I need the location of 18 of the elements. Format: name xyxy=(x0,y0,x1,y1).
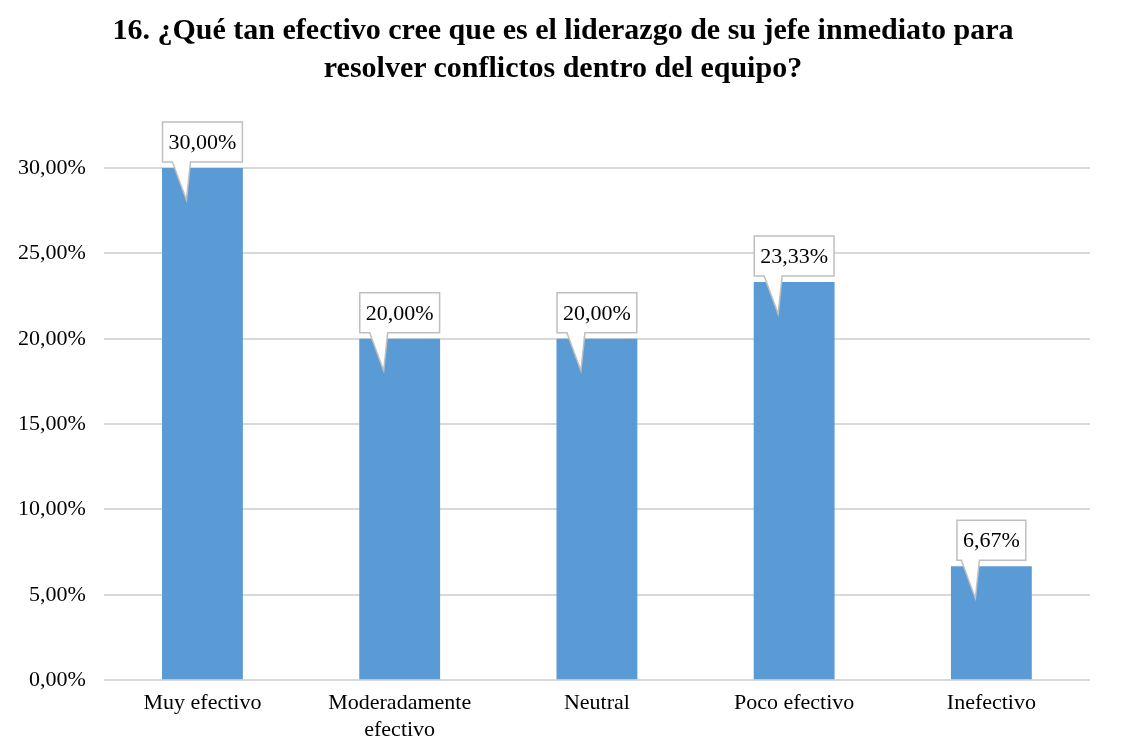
data-label: 23,33% xyxy=(760,242,829,268)
x-tick-label: Inefectivo xyxy=(946,689,1036,715)
y-tick-label: 0,00% xyxy=(29,665,86,691)
y-tick-label: 10,00% xyxy=(18,495,86,521)
chart-title: 16. ¿Qué tan efectivo cree que es el liderazgo de su jefe inmediato para resolver conflictos dentro del equipo? xyxy=(111,11,1015,85)
x-tick-label: Neutral xyxy=(563,689,630,715)
y-tick-label: 20,00% xyxy=(18,324,86,350)
x-tick-label: Muy efectivo xyxy=(143,689,262,715)
data-label: 20,00% xyxy=(563,299,631,325)
data-label: 20,00% xyxy=(365,299,434,325)
y-tick-label: 30,00% xyxy=(18,153,86,179)
x-tick-label: Moderadamente efectivo xyxy=(328,689,472,741)
x-tick-label: Poco efectivo xyxy=(733,689,855,715)
data-label: 30,00% xyxy=(168,128,237,154)
y-tick-label: 5,00% xyxy=(29,580,86,606)
y-tick-label: 25,00% xyxy=(18,239,86,265)
y-tick-label: 15,00% xyxy=(18,409,86,435)
data-label: 6,67% xyxy=(962,527,1020,553)
